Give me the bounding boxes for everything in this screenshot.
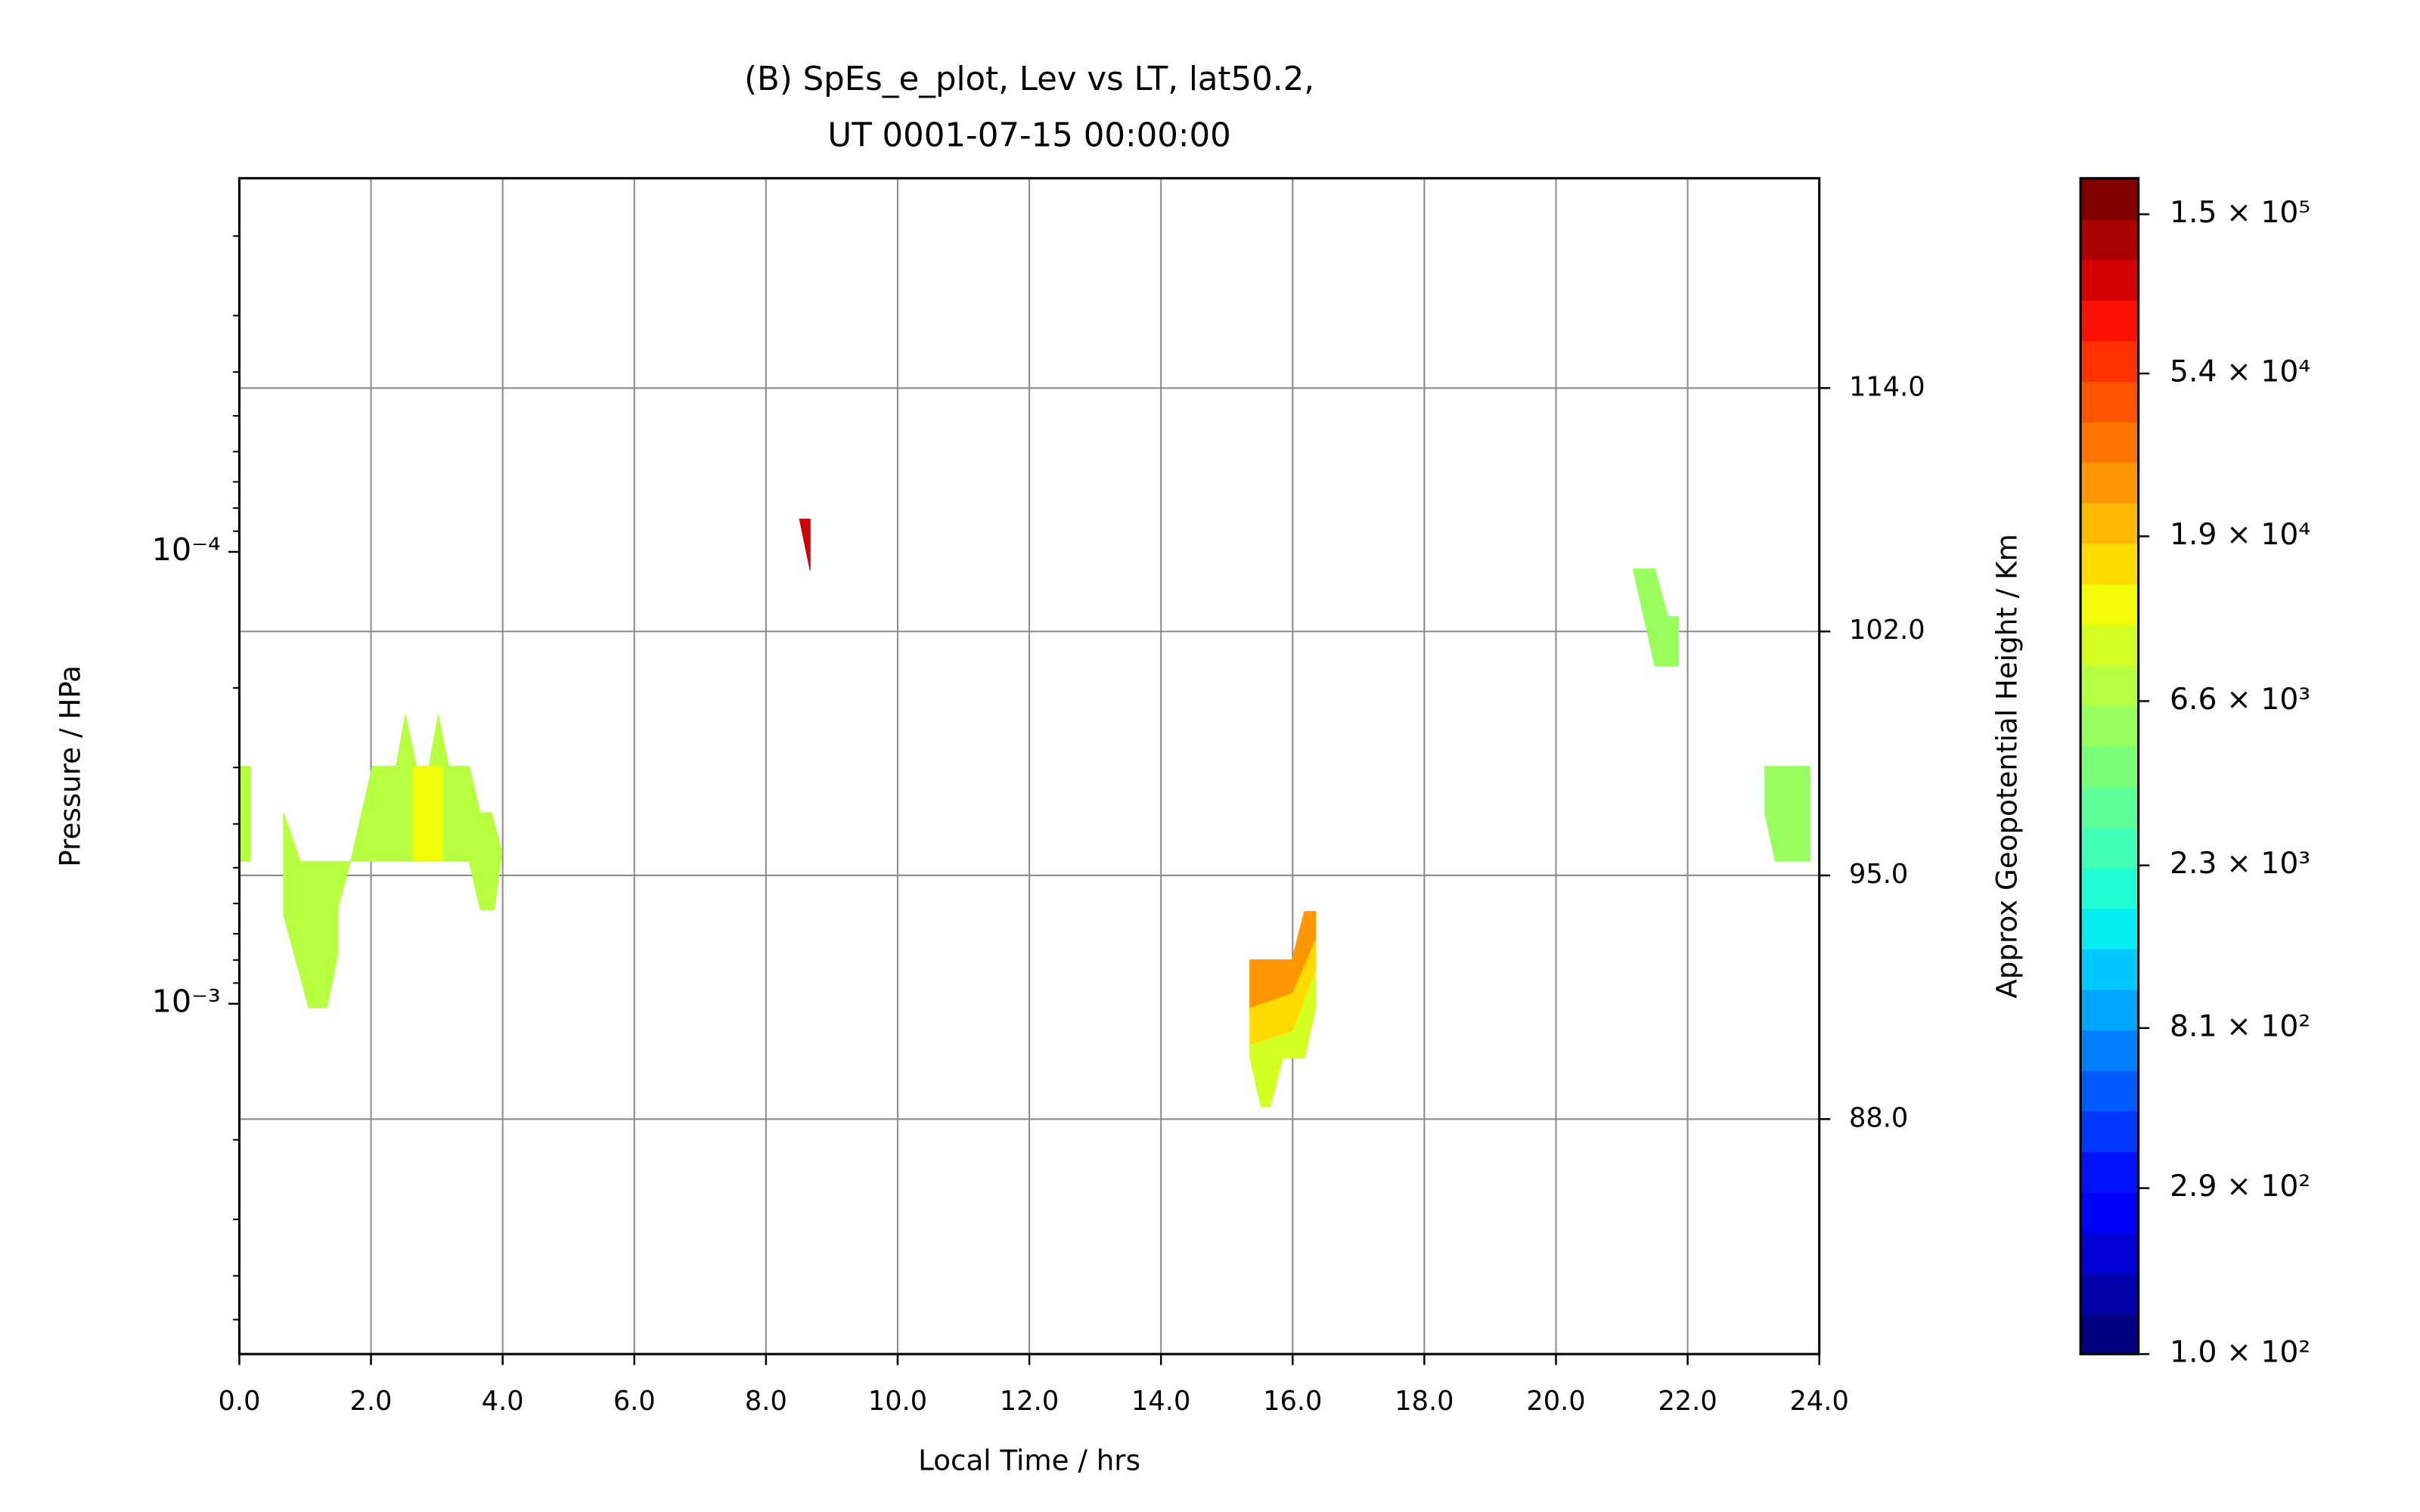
x-tick-label: 2.0 (350, 1386, 392, 1417)
colorbar-band (2080, 786, 2139, 828)
colorbar-band (2080, 1111, 2139, 1152)
x-tick-label: 6.0 (613, 1386, 656, 1417)
colorbar-band (2080, 502, 2139, 544)
contour-patch (1249, 911, 1317, 1009)
colorbar-band (2080, 340, 2139, 382)
y2-tick-label: 102.0 (1849, 615, 1925, 646)
colorbar-band (2080, 421, 2139, 463)
colorbar-band (2080, 665, 2139, 707)
colorbar-band (2080, 989, 2139, 1031)
colorbar-tick-label: 8.1 × 10² (2170, 1009, 2310, 1043)
colorbar-band (2080, 299, 2139, 342)
colorbar-band (2080, 1070, 2139, 1112)
colorbar-band (2080, 1030, 2139, 1071)
x-tick-label: 12.0 (1000, 1386, 1059, 1417)
x-tick-label: 0.0 (219, 1386, 261, 1417)
colorbar-tick-label: 5.4 × 10⁴ (2170, 355, 2310, 389)
colorbar-band (2080, 1232, 2139, 1274)
y-axis-label: Pressure / HPa (54, 665, 87, 867)
colorbar-band (2080, 826, 2139, 869)
x-tick-label: 4.0 (482, 1386, 524, 1417)
y2-tick-label: 114.0 (1849, 371, 1925, 402)
x-tick-label: 24.0 (1790, 1386, 1849, 1417)
x-tick-label: 14.0 (1131, 1386, 1190, 1417)
colorbar-tick-label: 2.9 × 10² (2170, 1170, 2310, 1204)
x-tick-label: 22.0 (1658, 1386, 1717, 1417)
chart-subtitle: UT 0001-07-15 00:00:00 (827, 117, 1230, 155)
contour-patch (238, 765, 251, 862)
colorbar-band (2080, 1191, 2139, 1234)
colorbar-band (2080, 259, 2139, 301)
y-tick-label: 10⁻³ (152, 984, 221, 1020)
y2-axis-label: Approx Geopotential Height / Km (1990, 534, 2023, 998)
colorbar-tick-label: 1.5 × 10⁵ (2170, 196, 2310, 230)
colorbar-band (2080, 705, 2139, 747)
contour-patch (1764, 765, 1811, 862)
x-tick-label: 8.0 (745, 1386, 787, 1417)
colorbar-tick-label: 2.3 × 10³ (2170, 847, 2310, 881)
colorbar-band (2080, 462, 2139, 503)
chart-title: (B) SpEs_e_plot, Lev vs LT, lat50.2, (744, 60, 1314, 98)
colorbar-band (2080, 867, 2139, 909)
x-tick-label: 16.0 (1263, 1386, 1322, 1417)
x-tick-label: 20.0 (1526, 1386, 1585, 1417)
colorbar-band (2080, 1313, 2139, 1356)
colorbar-tick-label: 6.6 × 10³ (2170, 683, 2310, 717)
colorbar-band (2080, 908, 2139, 950)
x-tick-label: 18.0 (1395, 1386, 1454, 1417)
colorbar-band (2080, 584, 2139, 625)
colorbar-band (2080, 543, 2139, 585)
colorbar-band (2080, 380, 2139, 423)
colorbar-band (2080, 218, 2139, 261)
contour-patch (283, 714, 503, 1009)
contour-patch (799, 519, 811, 571)
colorbar-band (2080, 624, 2139, 666)
y2-tick-label: 88.0 (1849, 1102, 1908, 1133)
colorbar-band (2080, 1272, 2139, 1315)
contour-patch (1632, 568, 1679, 667)
y-tick-label: 10⁻⁴ (152, 531, 221, 568)
colorbar-band (2080, 1151, 2139, 1193)
colorbar-frame (2079, 177, 2140, 1356)
colorbar-band (2080, 178, 2139, 220)
contour-patch (412, 765, 443, 862)
y2-tick-label: 95.0 (1849, 859, 1908, 890)
colorbar-band (2080, 948, 2139, 990)
x-axis-label: Local Time / hrs (918, 1443, 1140, 1476)
colorbar-tick-label: 1.0 × 10² (2170, 1336, 2310, 1370)
colorbar-band (2080, 745, 2139, 788)
x-tick-label: 10.0 (868, 1386, 927, 1417)
colorbar-tick-label: 1.9 × 10⁴ (2170, 518, 2310, 552)
